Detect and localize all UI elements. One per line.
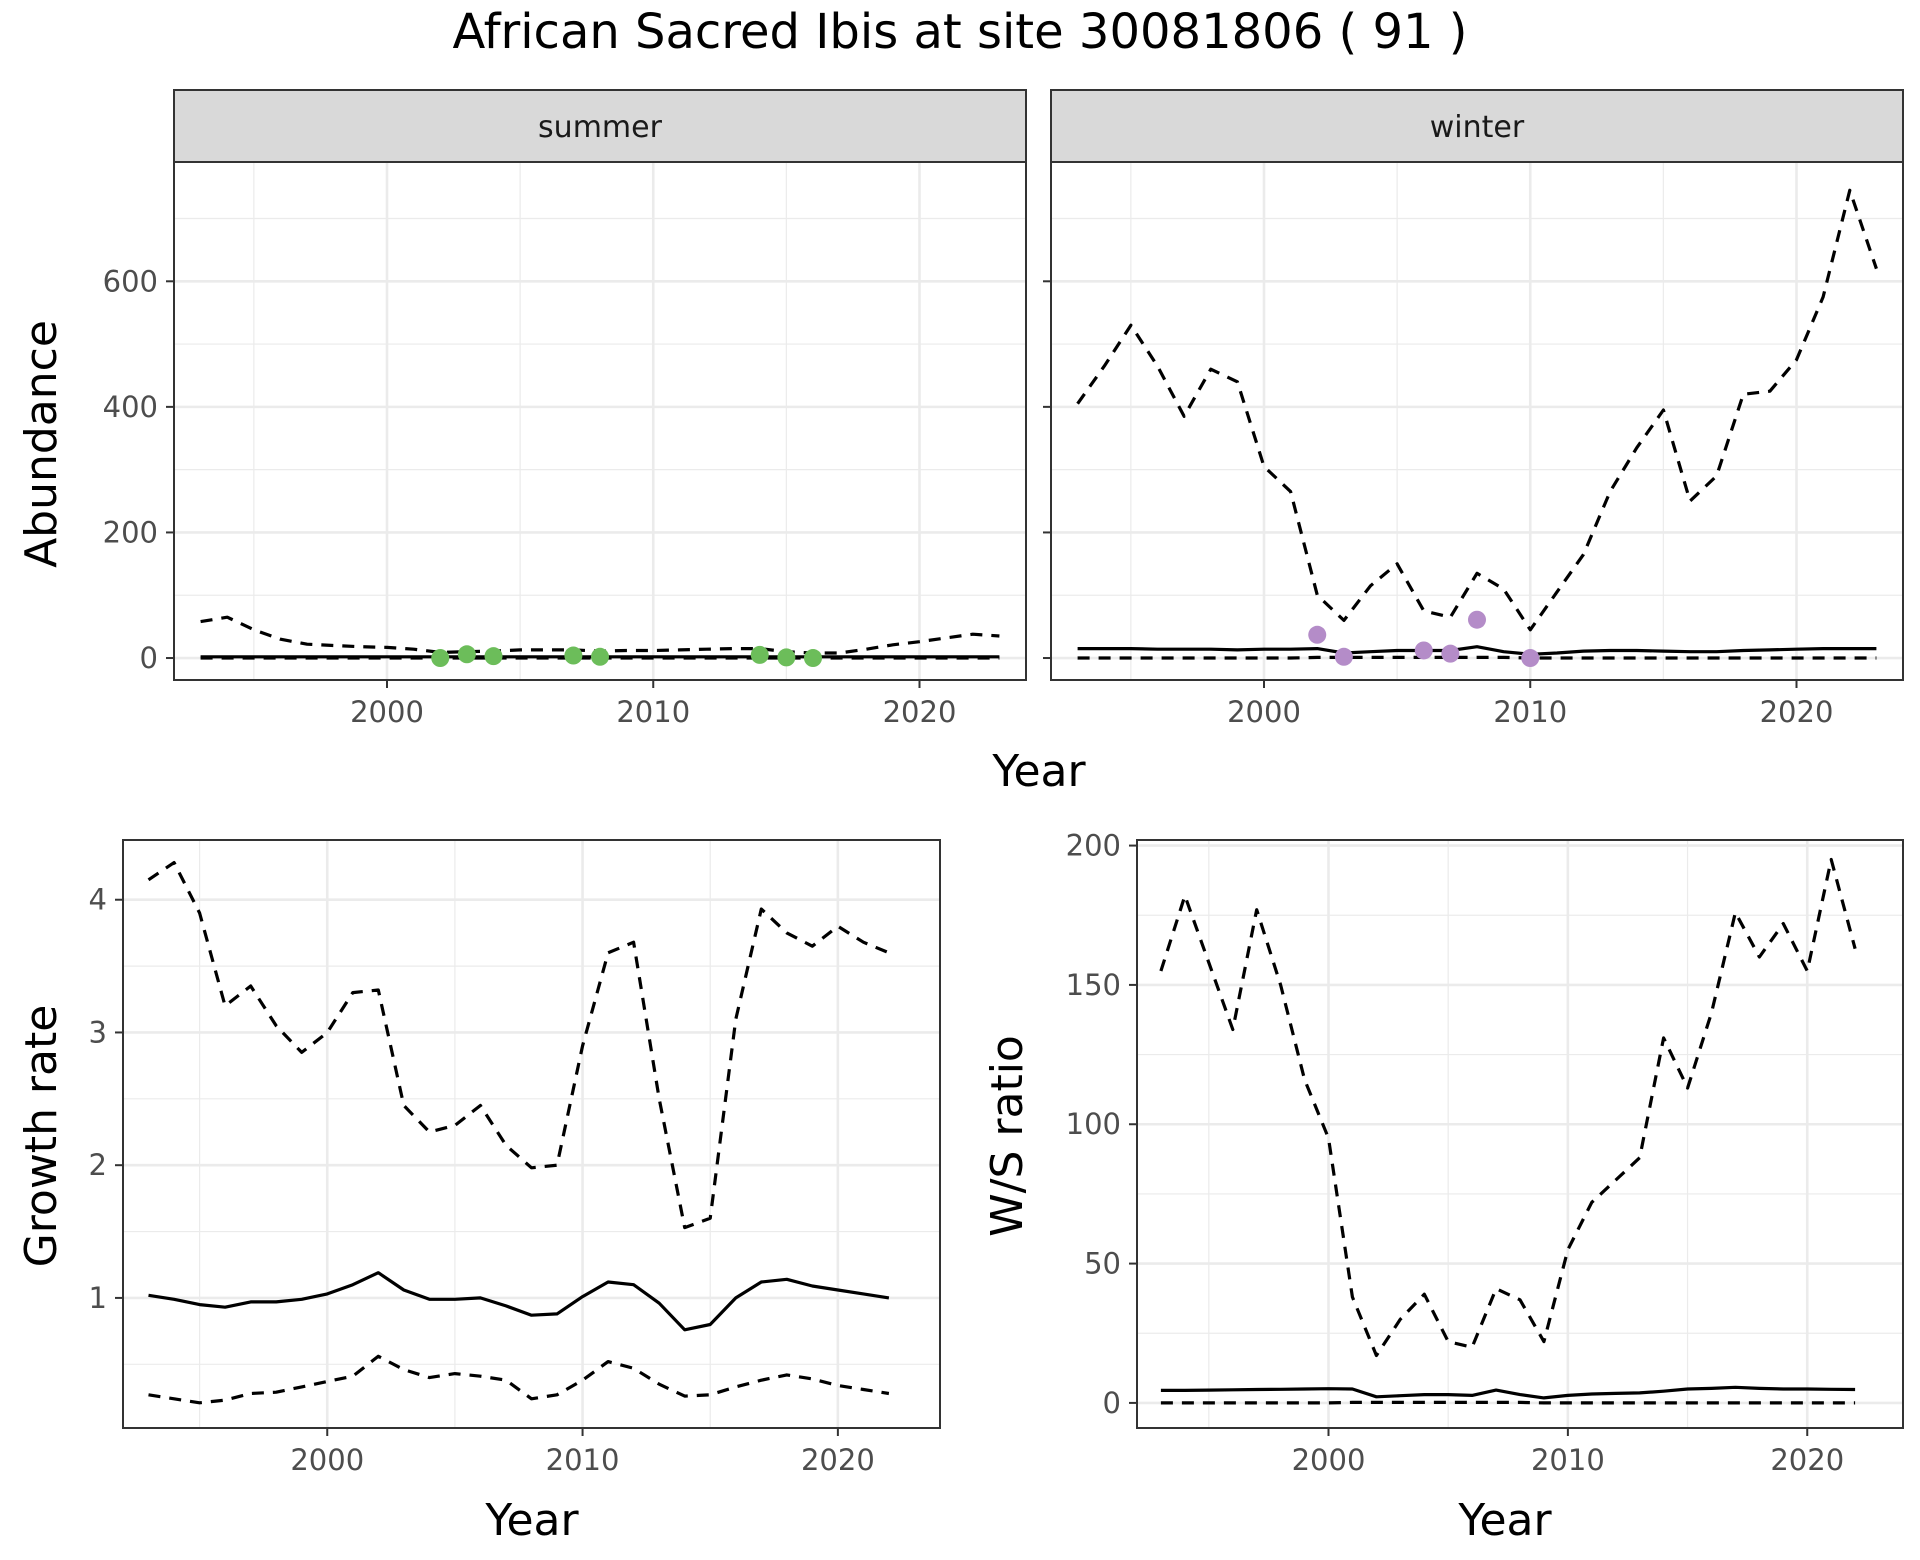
observed-point-winter	[1334, 647, 1353, 666]
abundance-y-axis-title: Abundance	[16, 320, 67, 568]
growth-y-axis-title: Growth rate	[16, 1005, 67, 1268]
observed-point-winter	[1468, 610, 1486, 629]
x-tick-label: 2000	[350, 695, 424, 729]
x-tick-label: 2020	[1770, 1443, 1844, 1477]
series-line-solid-1	[148, 1271, 890, 1332]
chart-title: African Sacred Ibis at site 30081806 ( 9…	[452, 4, 1467, 60]
ws-y-axis-title: W/S ratio	[982, 1035, 1033, 1237]
observed-point-summer	[564, 646, 583, 665]
x-tick-label: 2020	[801, 1443, 875, 1477]
y-tick-label: 1	[89, 1281, 107, 1315]
y-tick-label: 4	[89, 883, 107, 917]
series-line-solid-1	[1077, 645, 1877, 656]
y-tick-label: 200	[103, 515, 158, 549]
y-tick-label: 400	[103, 390, 158, 424]
panel-abundance-winter: 2000 2010 2020	[1043, 161, 1904, 729]
plot-area	[1051, 162, 1903, 680]
y-tick-label: 200	[1066, 829, 1121, 863]
series-line-dashed-0	[147, 861, 890, 1230]
y-tick-label: 0	[140, 641, 158, 675]
y-tick-label: 50	[1084, 1247, 1121, 1281]
x-tick-label: 2000	[1292, 1443, 1366, 1477]
series-line-dashed-2	[1160, 1400, 1856, 1405]
observed-point-summer	[804, 649, 822, 668]
observed-point-summer	[457, 645, 476, 664]
y-tick-label: 3	[89, 1015, 107, 1049]
x-tick-label: 2010	[616, 695, 690, 729]
series-line-dashed-2	[148, 1354, 890, 1405]
plot-area	[123, 840, 940, 1428]
x-tick-label: 2020	[883, 695, 957, 729]
observed-point-summer	[777, 648, 796, 667]
x-tick-label: 2000	[290, 1443, 364, 1477]
x-tick-label: 2010	[546, 1443, 620, 1477]
panel-border	[122, 839, 941, 1429]
observed-point-summer	[750, 645, 769, 664]
strip-label-summer: summer	[538, 110, 663, 145]
x-tick-label: 2000	[1227, 695, 1301, 729]
series-line-dashed-0	[1076, 188, 1878, 632]
panel-growth-rate: 2000 2010 2020 1 2 3 4	[89, 839, 941, 1477]
observed-point-summer	[484, 647, 503, 666]
ws-x-axis-title: Year	[1457, 1495, 1552, 1546]
plot-area	[174, 162, 1026, 680]
x-tick-label: 2010	[1493, 695, 1567, 729]
series-line-dashed-0	[1159, 857, 1857, 1358]
y-tick-label: 2	[89, 1148, 107, 1182]
x-tick-label: 2020	[1760, 695, 1834, 729]
y-tick-label: 100	[1066, 1107, 1121, 1141]
observed-point-winter	[1521, 649, 1540, 668]
strip-winter	[1050, 89, 1904, 163]
observed-point-summer	[591, 647, 609, 666]
top-x-axis-title: Year	[991, 746, 1086, 797]
y-tick-label: 150	[1066, 968, 1121, 1002]
panel-abundance-summer: 2000 2010 2020 0 200 400 600	[103, 161, 1027, 729]
plot-area	[1137, 840, 1903, 1428]
observed-point-winter	[1441, 644, 1460, 663]
growth-x-axis-title: Year	[484, 1495, 579, 1546]
series-line-solid-1	[1160, 1385, 1856, 1400]
x-tick-label: 2010	[1531, 1443, 1605, 1477]
panel-border	[1136, 839, 1904, 1429]
observed-point-summer	[431, 649, 450, 668]
panel-ws-ratio: 2000 2010 2020 0 50 100 150 200	[1066, 829, 1904, 1477]
strip-summer	[173, 89, 1027, 163]
y-tick-label: 600	[103, 264, 158, 298]
observed-point-winter	[1308, 625, 1327, 644]
series-line-dashed-2	[1077, 655, 1877, 660]
strip-label-winter: winter	[1430, 110, 1525, 145]
observed-point-winter	[1414, 641, 1433, 660]
y-tick-label: 0	[1103, 1386, 1121, 1420]
